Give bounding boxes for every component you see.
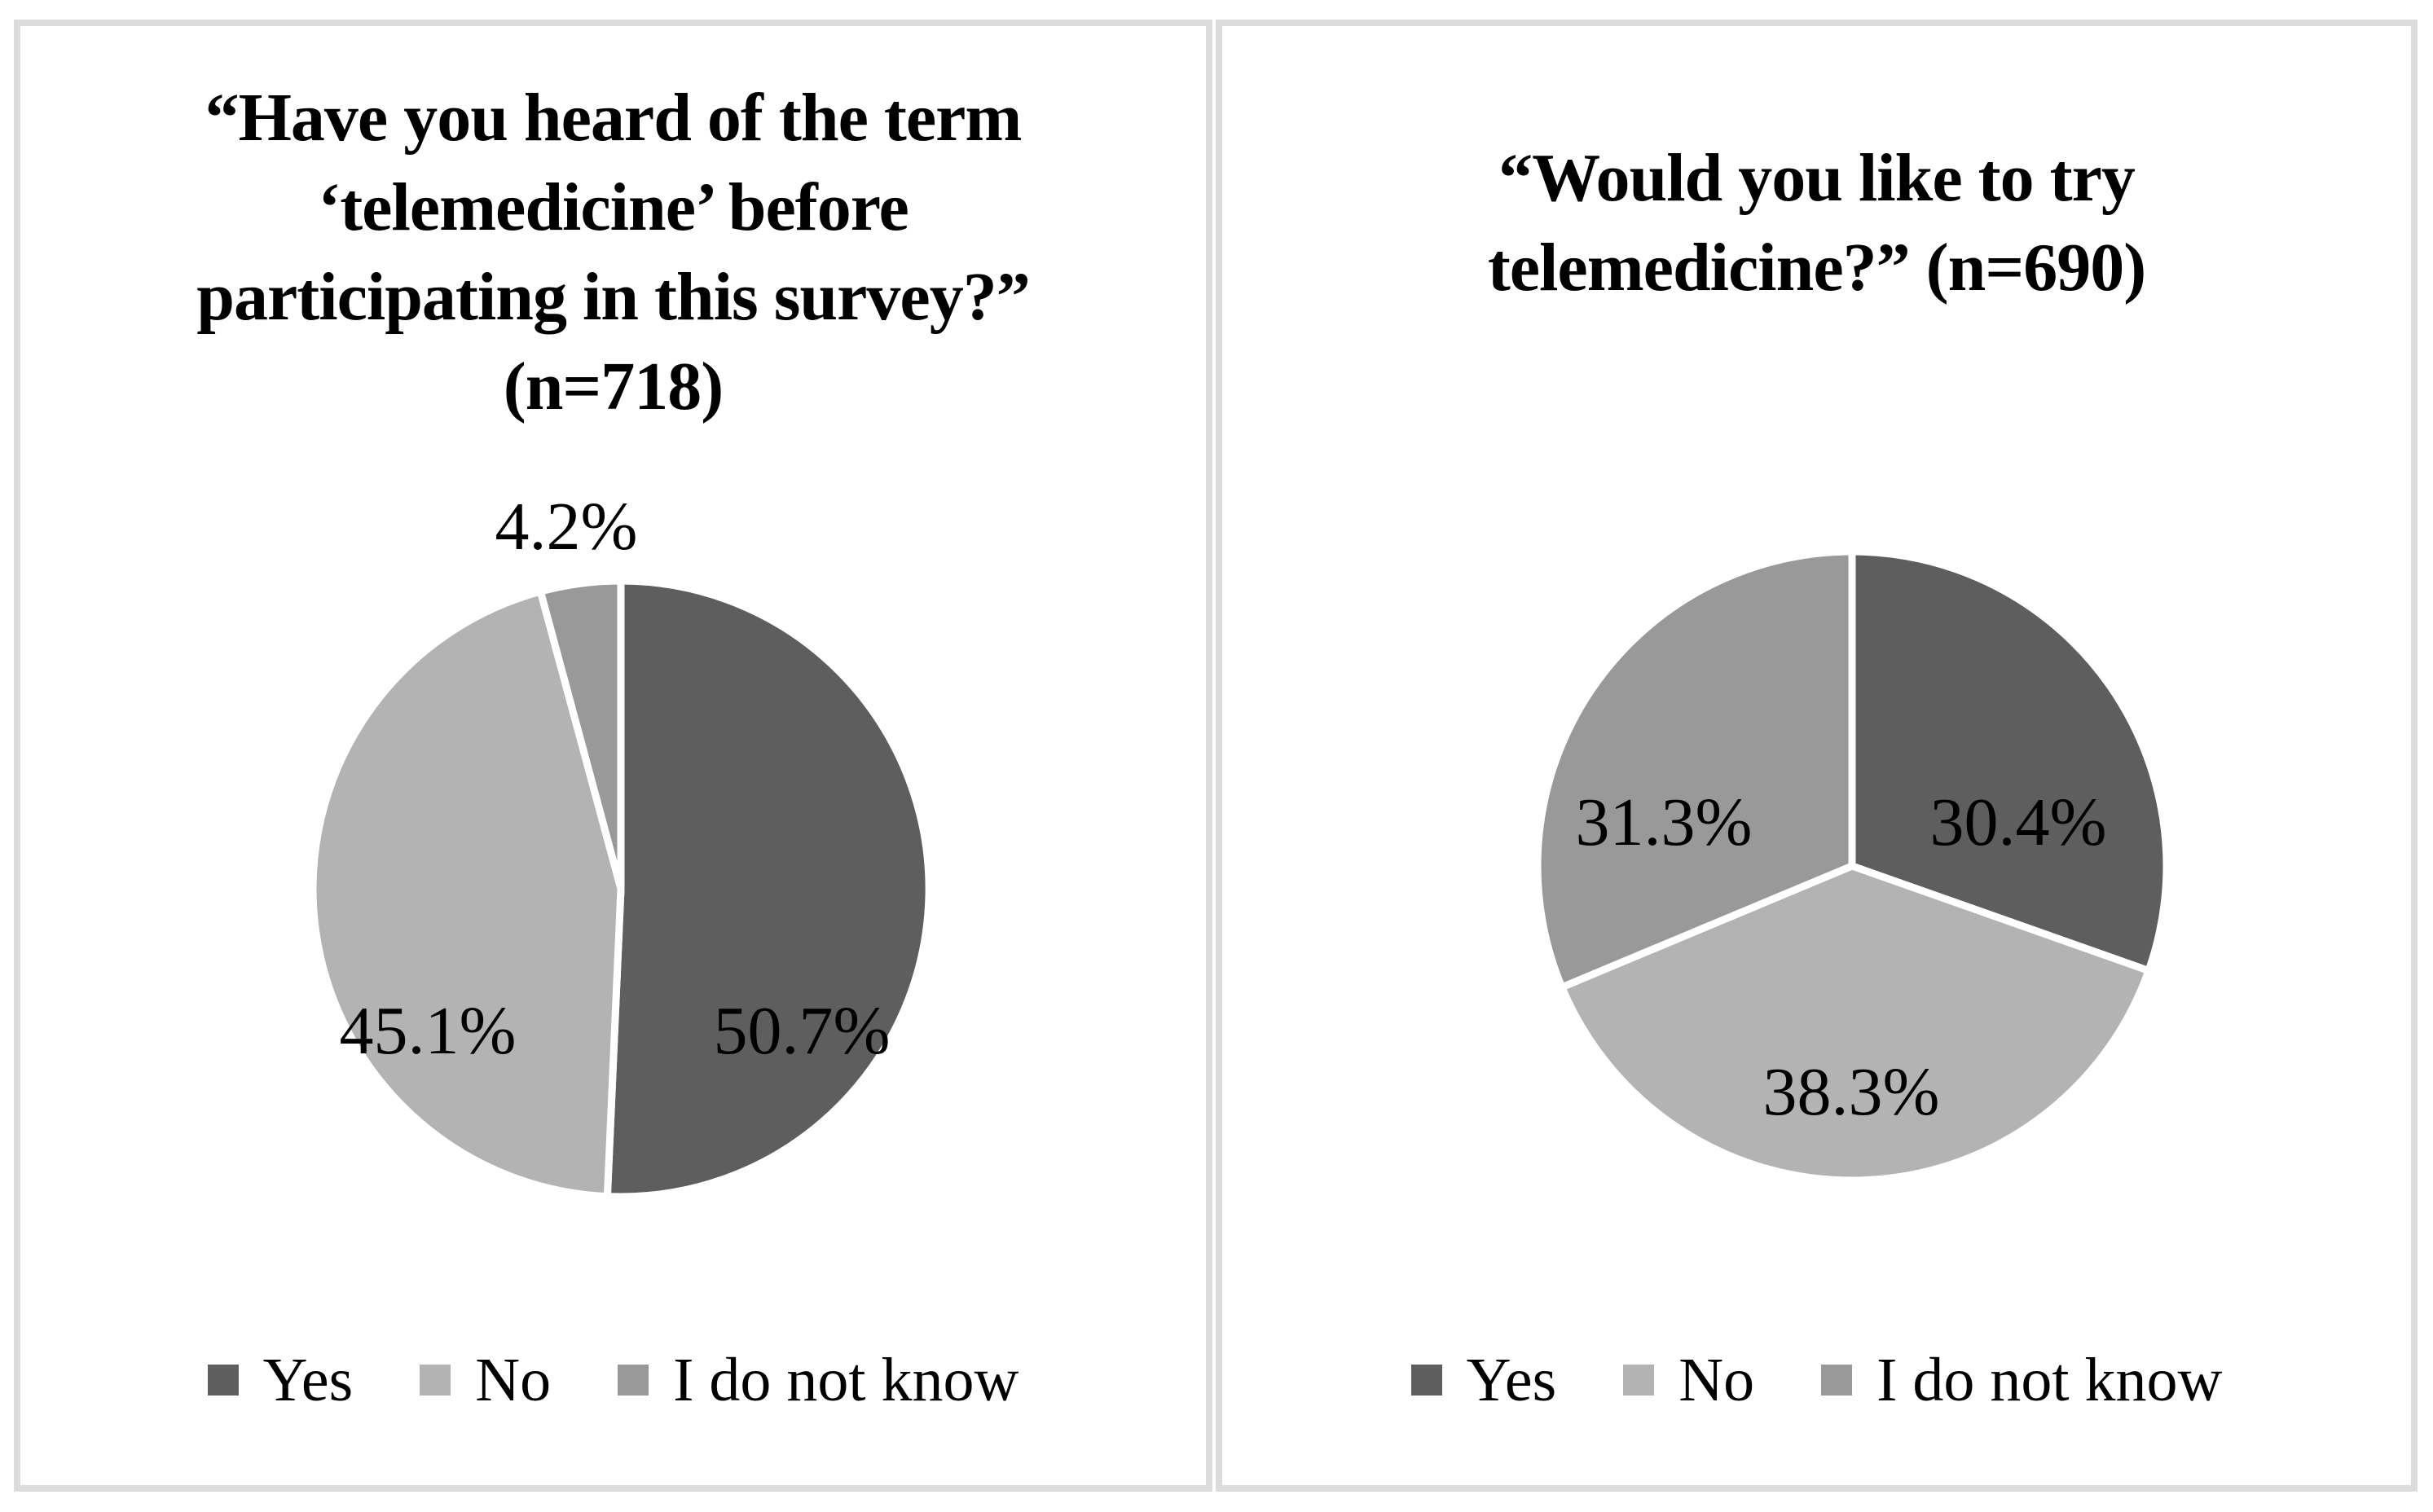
right-pie-label-no: 38.3% <box>1762 1054 1940 1130</box>
legend-swatch-no-icon <box>1623 1365 1655 1396</box>
pie-slice-yes <box>1848 547 2171 974</box>
legend-swatch-i-do-not-know-icon <box>618 1365 649 1396</box>
left-chart-title: “Have you heard of the term ‘telemedicin… <box>196 80 1030 424</box>
right-legend-item-no: No <box>1623 1349 1754 1411</box>
pie-slice-i-do-not-know <box>1533 547 1856 991</box>
right-pie-label-i-do-not-know: 31.3% <box>1575 785 1753 860</box>
pie-slice-no <box>1558 862 2153 1185</box>
legend-swatch-yes-icon <box>207 1365 239 1396</box>
left-pie-label-yes: 50.7% <box>713 993 891 1069</box>
right-chart-title: “Would you like to try telemedicine?” (n… <box>1487 140 2146 305</box>
left-legend-item-yes: Yes <box>207 1346 354 1414</box>
panel-left-chart: “Have you heard of the term ‘telemedicin… <box>14 20 1212 1492</box>
panel-right-chart: “Would you like to try telemedicine?” (n… <box>1216 20 2418 1492</box>
right-legend-label-no: No <box>1678 1346 1755 1414</box>
left-legend-label-yes: Yes <box>262 1346 354 1414</box>
pie-chart-left <box>309 577 933 1201</box>
right-legend-item-i-do-not-know: I do not know <box>1821 1349 2222 1411</box>
right-legend: Yes No I do not know <box>1222 1339 2411 1421</box>
right-legend-label-yes: Yes <box>1466 1346 1557 1414</box>
right-legend-label-i-do-not-know: I do not know <box>1876 1346 2223 1414</box>
left-pie-label-no: 45.1% <box>339 993 517 1069</box>
left-legend-label-i-do-not-know: I do not know <box>673 1346 1019 1414</box>
pie-slice-no <box>309 587 625 1201</box>
pie-slice-yes <box>603 577 933 1201</box>
left-pie-label-i-do-not-know: 4.2% <box>495 489 638 565</box>
left-legend-label-no: No <box>475 1346 552 1414</box>
right-legend-item-yes: Yes <box>1410 1346 1557 1414</box>
left-legend-item-no: No <box>420 1349 551 1411</box>
legend-swatch-no-icon <box>420 1365 451 1396</box>
pie-chart-right <box>1533 547 2171 1185</box>
left-legend-item-i-do-not-know: I do not know <box>618 1349 1019 1411</box>
legend-swatch-yes-icon <box>1410 1365 1442 1396</box>
left-legend: Yes No I do not know <box>20 1339 1206 1421</box>
pie-slice-i-do-not-know <box>536 577 625 893</box>
legend-swatch-i-do-not-know-icon <box>1821 1365 1853 1396</box>
right-pie-label-yes: 30.4% <box>1929 785 2107 860</box>
